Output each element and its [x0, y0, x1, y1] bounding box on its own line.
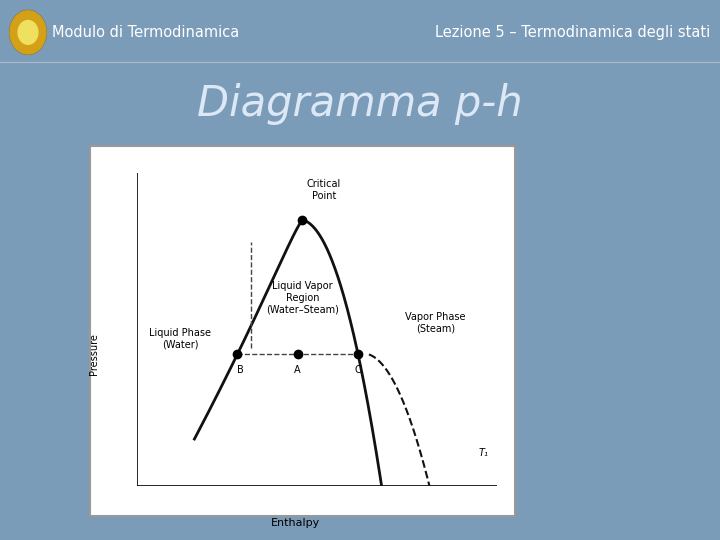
Circle shape — [18, 21, 38, 44]
Text: T₁: T₁ — [479, 448, 489, 458]
Text: Pressure: Pressure — [89, 333, 99, 375]
Circle shape — [10, 11, 46, 54]
Text: Vapor Phase
(Steam): Vapor Phase (Steam) — [405, 312, 466, 334]
Text: Diagramma p-h: Diagramma p-h — [197, 83, 523, 125]
Text: Modulo di Termodinamica: Modulo di Termodinamica — [52, 25, 239, 40]
Text: B: B — [238, 365, 244, 375]
Text: A: A — [294, 365, 301, 375]
Text: Liquid Phase
(Water): Liquid Phase (Water) — [149, 328, 211, 349]
Text: Critical
Point: Critical Point — [307, 179, 341, 201]
Text: Lezione 5 – Termodinamica degli stati: Lezione 5 – Termodinamica degli stati — [435, 25, 710, 40]
Text: Enthalpy: Enthalpy — [271, 518, 320, 529]
Text: C: C — [355, 365, 361, 375]
Text: Liquid Vapor
Region
(Water–Steam): Liquid Vapor Region (Water–Steam) — [266, 281, 339, 315]
